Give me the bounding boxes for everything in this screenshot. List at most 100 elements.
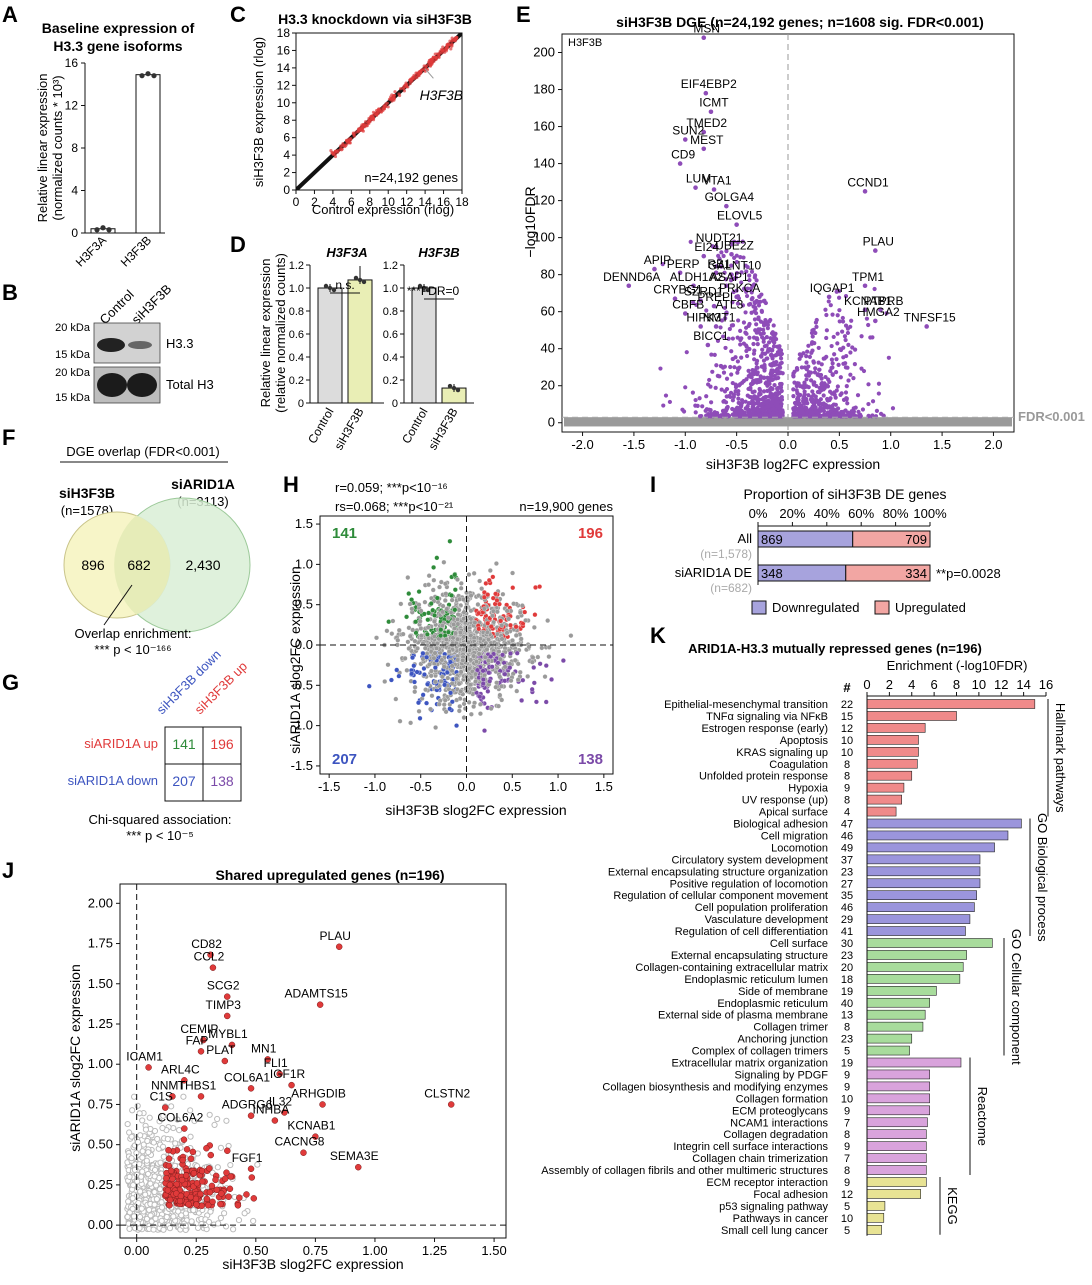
c-point (385, 101, 390, 105)
c-point (359, 127, 363, 131)
h-point (406, 646, 412, 651)
panel-f: F DGE overlap (FDR<0.001) siH3F3B (n=157… (2, 425, 251, 657)
e-sig-point (840, 319, 846, 324)
k-term-label: Circulatory system development (671, 854, 828, 866)
j-gene-label: ICAM1 (126, 1049, 163, 1063)
e-sig-point (835, 331, 840, 336)
j-bg-point (153, 1196, 160, 1203)
e-sig-point (772, 373, 777, 379)
h-point (440, 603, 446, 609)
e-sig-point (710, 369, 715, 374)
e-sig-point (720, 408, 726, 413)
h-point (533, 699, 539, 705)
e-sig-point (870, 335, 875, 340)
e-sig-point (749, 290, 754, 295)
e-sig-point (791, 394, 796, 399)
e-sig-point (739, 270, 744, 275)
c-point (420, 68, 424, 72)
e-sig-point (810, 410, 815, 415)
i-legend-swatch-down (751, 600, 767, 615)
h-point (535, 654, 541, 660)
k-term-label: External encapsulating structure (671, 950, 828, 962)
j-bg-point (130, 1093, 138, 1100)
j-shared-point (163, 1174, 170, 1182)
d-subplot-title: H3F3B (418, 245, 459, 260)
j-gene-label: THBS1 (178, 1078, 217, 1092)
a-title-1: Baseline expression of (42, 20, 195, 36)
j-bg-point (159, 1143, 167, 1150)
j-shared-point (166, 1181, 174, 1189)
k-bar (866, 1033, 913, 1044)
j-xtick-label: 0.25 (184, 1243, 209, 1258)
j-gene-label: ARHGDIB (291, 1086, 346, 1100)
e-sig-point (707, 377, 712, 383)
c-point (363, 120, 368, 124)
e-sig-point (724, 249, 729, 254)
h-point (481, 606, 487, 612)
c-point (399, 87, 403, 91)
h-point (531, 624, 537, 630)
panel-label-e: E (516, 2, 531, 27)
e-sig-point (736, 318, 741, 323)
e-sig-point (800, 410, 805, 415)
i-xtick-label: 100% (913, 506, 947, 521)
h-point (431, 564, 437, 570)
d-ylabel2: (relative normalized counts) (273, 253, 288, 413)
h-point (398, 601, 404, 607)
k-xtick-label: 8 (953, 677, 960, 692)
k-term-label: KRAS signaling up (736, 747, 828, 759)
j-bg-point (142, 1191, 149, 1198)
j-shared-point (204, 1201, 212, 1209)
a-ytick-label: 16 (65, 56, 79, 70)
e-gene-label: GALNT10 (708, 259, 762, 273)
j-labeled-point (316, 1001, 324, 1008)
k-count-header: # (843, 680, 851, 695)
k-term-count: 8 (844, 1129, 850, 1141)
j-labeled-point (335, 943, 343, 951)
c-ytick-label: 18 (277, 26, 291, 40)
k-bar (866, 1105, 930, 1116)
k-term-label: Biological adhesion (733, 819, 828, 831)
j-shared-point (166, 1202, 173, 1209)
e-gene-label: ALDH1A2 (670, 270, 724, 284)
j-bg-point (188, 1218, 195, 1225)
e-sig-point (791, 387, 796, 392)
e-labeled-point (724, 311, 729, 316)
a-dot (100, 225, 106, 231)
j-xtick-label: 0.75 (303, 1243, 328, 1258)
h-point (455, 636, 461, 642)
c-ytick-label: 12 (277, 78, 291, 92)
h-point (487, 678, 493, 684)
c-ytick-label: 10 (277, 96, 291, 110)
j-shared-point (203, 1144, 210, 1152)
d-dot (357, 277, 363, 283)
j-bg-point (230, 1226, 237, 1233)
c-xtick-label: 0 (293, 195, 300, 209)
h-point (447, 538, 453, 544)
k-group-label: KEGG (945, 1187, 960, 1225)
j-gene-label: CLSTN2 (424, 1086, 470, 1100)
k-term-count: 49 (841, 842, 853, 854)
e-sig-point (846, 342, 851, 347)
e-sig-point (840, 329, 845, 334)
h-point (510, 570, 516, 576)
d-ytick-label: 1.2 (383, 260, 398, 272)
c-point (441, 45, 445, 49)
e-sig-point (766, 376, 771, 381)
h-point (508, 650, 513, 656)
k-term-label: External side of plasma membrane (658, 1010, 828, 1022)
e-gene-label: APIP (644, 253, 671, 267)
h-point (416, 589, 422, 595)
f-right-name: siARID1A (171, 476, 235, 492)
e-sig-point (826, 404, 832, 409)
h-point (490, 574, 496, 580)
e-ytick-label: 60 (541, 304, 555, 319)
e-sig-point (744, 293, 750, 299)
c-point (431, 56, 435, 61)
h-point (396, 627, 402, 633)
j-bg-point (157, 1159, 164, 1166)
k-bar (866, 914, 971, 924)
j-bg-point (147, 1212, 154, 1219)
e-sig-point (841, 345, 846, 350)
